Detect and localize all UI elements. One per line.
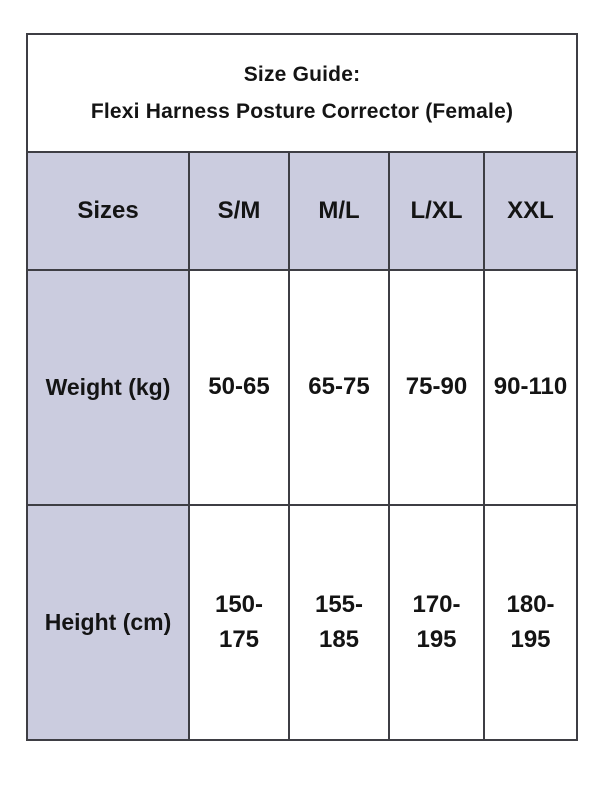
weight-cell-ml: 65-75: [288, 269, 390, 506]
table-row-height: Height (cm) 150- 175 155- 185 170- 195 1…: [26, 504, 579, 741]
row-label-height: Height (cm): [26, 504, 190, 741]
size-guide-table: Size Guide: Flexi Harness Posture Correc…: [25, 33, 579, 741]
height-cell-xxl: 180- 195: [482, 504, 579, 741]
header-cell-xxl: XXL: [482, 151, 579, 271]
header-cell-sm: S/M: [188, 151, 290, 271]
header-cell-sizes: Sizes: [26, 151, 190, 271]
weight-cell-sm: 50-65: [188, 269, 290, 506]
table-title-line2: Flexi Harness Posture Corrector (Female): [90, 100, 514, 123]
header-cell-lxl: L/XL: [388, 151, 485, 271]
weight-cell-xxl: 90-110: [482, 269, 579, 506]
row-label-weight: Weight (kg): [26, 269, 190, 506]
table-title-line1: Size Guide:: [243, 63, 361, 86]
title-row: Size Guide: Flexi Harness Posture Correc…: [25, 33, 579, 153]
title-cell: Size Guide: Flexi Harness Posture Correc…: [25, 33, 579, 153]
header-cell-ml: M/L: [288, 151, 390, 271]
weight-cell-lxl: 75-90: [388, 269, 485, 506]
height-cell-lxl: 170- 195: [388, 504, 485, 741]
height-cell-ml: 155- 185: [288, 504, 390, 741]
height-cell-sm: 150- 175: [188, 504, 290, 741]
header-row: Sizes S/M M/L L/XL XXL: [26, 151, 579, 271]
table-row-weight: Weight (kg) 50-65 65-75 75-90 90-110: [26, 269, 579, 506]
